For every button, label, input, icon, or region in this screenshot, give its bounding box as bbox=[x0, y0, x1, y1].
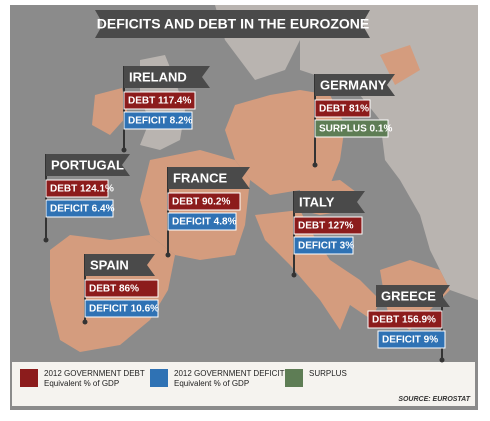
balance-label: DEFICIT 3% bbox=[298, 241, 354, 252]
pole-pin bbox=[165, 252, 171, 258]
country-name: FRANCE bbox=[173, 170, 227, 185]
balance-label: SURPLUS 0.1% bbox=[319, 124, 392, 135]
debt-label: DEBT 124.1% bbox=[50, 184, 114, 195]
legend-label: Equivalent % of GDP bbox=[44, 379, 119, 388]
debt-label: DEBT 90.2% bbox=[172, 197, 230, 208]
legend-label: Equivalent % of GDP bbox=[174, 379, 249, 388]
balance-label: DEFICIT 10.6% bbox=[89, 304, 159, 315]
name-banner bbox=[168, 167, 250, 189]
pole-pin bbox=[43, 237, 49, 243]
legend-swatch bbox=[20, 369, 38, 387]
country-name: IRELAND bbox=[129, 69, 187, 84]
legend-swatch bbox=[150, 369, 168, 387]
italy-land bbox=[255, 210, 380, 330]
debt-label: DEBT 156.9% bbox=[372, 315, 436, 326]
legend-label: 2012 GOVERNMENT DEBT bbox=[44, 369, 145, 378]
legend-swatch bbox=[285, 369, 303, 387]
balance-tag bbox=[293, 236, 354, 255]
name-banner bbox=[124, 66, 210, 88]
country-name: ITALY bbox=[299, 194, 335, 209]
balance-label: DEFICIT 9% bbox=[382, 335, 438, 346]
debt-tag bbox=[84, 279, 159, 298]
balance-tag bbox=[84, 299, 159, 318]
country-name: GERMANY bbox=[320, 77, 387, 92]
name-banner bbox=[376, 285, 450, 307]
title-banner bbox=[95, 10, 370, 38]
debt-tag bbox=[314, 99, 371, 118]
debt-label: DEBT 127% bbox=[298, 221, 354, 232]
debt-tag bbox=[45, 179, 109, 198]
debt-tag bbox=[167, 192, 241, 211]
debt-label: DEBT 81% bbox=[319, 104, 369, 115]
pole-pin bbox=[121, 147, 127, 153]
source: SOURCE: EUROSTAT bbox=[398, 396, 470, 403]
country-name: PORTUGAL bbox=[51, 157, 124, 172]
name-banner bbox=[294, 191, 365, 213]
balance-tag bbox=[123, 111, 193, 130]
debt-label: DEBT 117.4% bbox=[128, 96, 191, 107]
debt-tag bbox=[123, 91, 196, 110]
name-banner bbox=[85, 254, 155, 276]
debt-label: DEBT 86% bbox=[89, 284, 139, 295]
balance-tag bbox=[45, 199, 114, 218]
pole-pin bbox=[82, 319, 88, 325]
country-name: GREECE bbox=[381, 288, 436, 303]
balance-label: DEFICIT 8.2% bbox=[128, 116, 193, 127]
legend-label: 2012 GOVERNMENT DEFICIT bbox=[174, 369, 285, 378]
pole-pin bbox=[439, 357, 445, 363]
title: DEFICITS AND DEBT IN THE EUROZONE bbox=[97, 16, 370, 32]
balance-label: DEFICIT 6.4% bbox=[50, 204, 115, 215]
balance-tag bbox=[377, 330, 446, 349]
ireland-land bbox=[92, 88, 128, 135]
debt-tag bbox=[367, 310, 443, 329]
debt-tag bbox=[293, 216, 363, 235]
legend-box bbox=[12, 362, 475, 406]
balance-tag bbox=[314, 119, 389, 138]
legend-label: SURPLUS bbox=[309, 369, 347, 378]
pole-pin bbox=[312, 162, 318, 168]
balance-label: DEFICIT 4.8% bbox=[172, 217, 237, 228]
balance-tag bbox=[167, 212, 237, 231]
name-banner bbox=[315, 74, 395, 96]
country-name: SPAIN bbox=[90, 257, 129, 272]
name-banner bbox=[46, 154, 130, 176]
pole-pin bbox=[291, 272, 297, 278]
